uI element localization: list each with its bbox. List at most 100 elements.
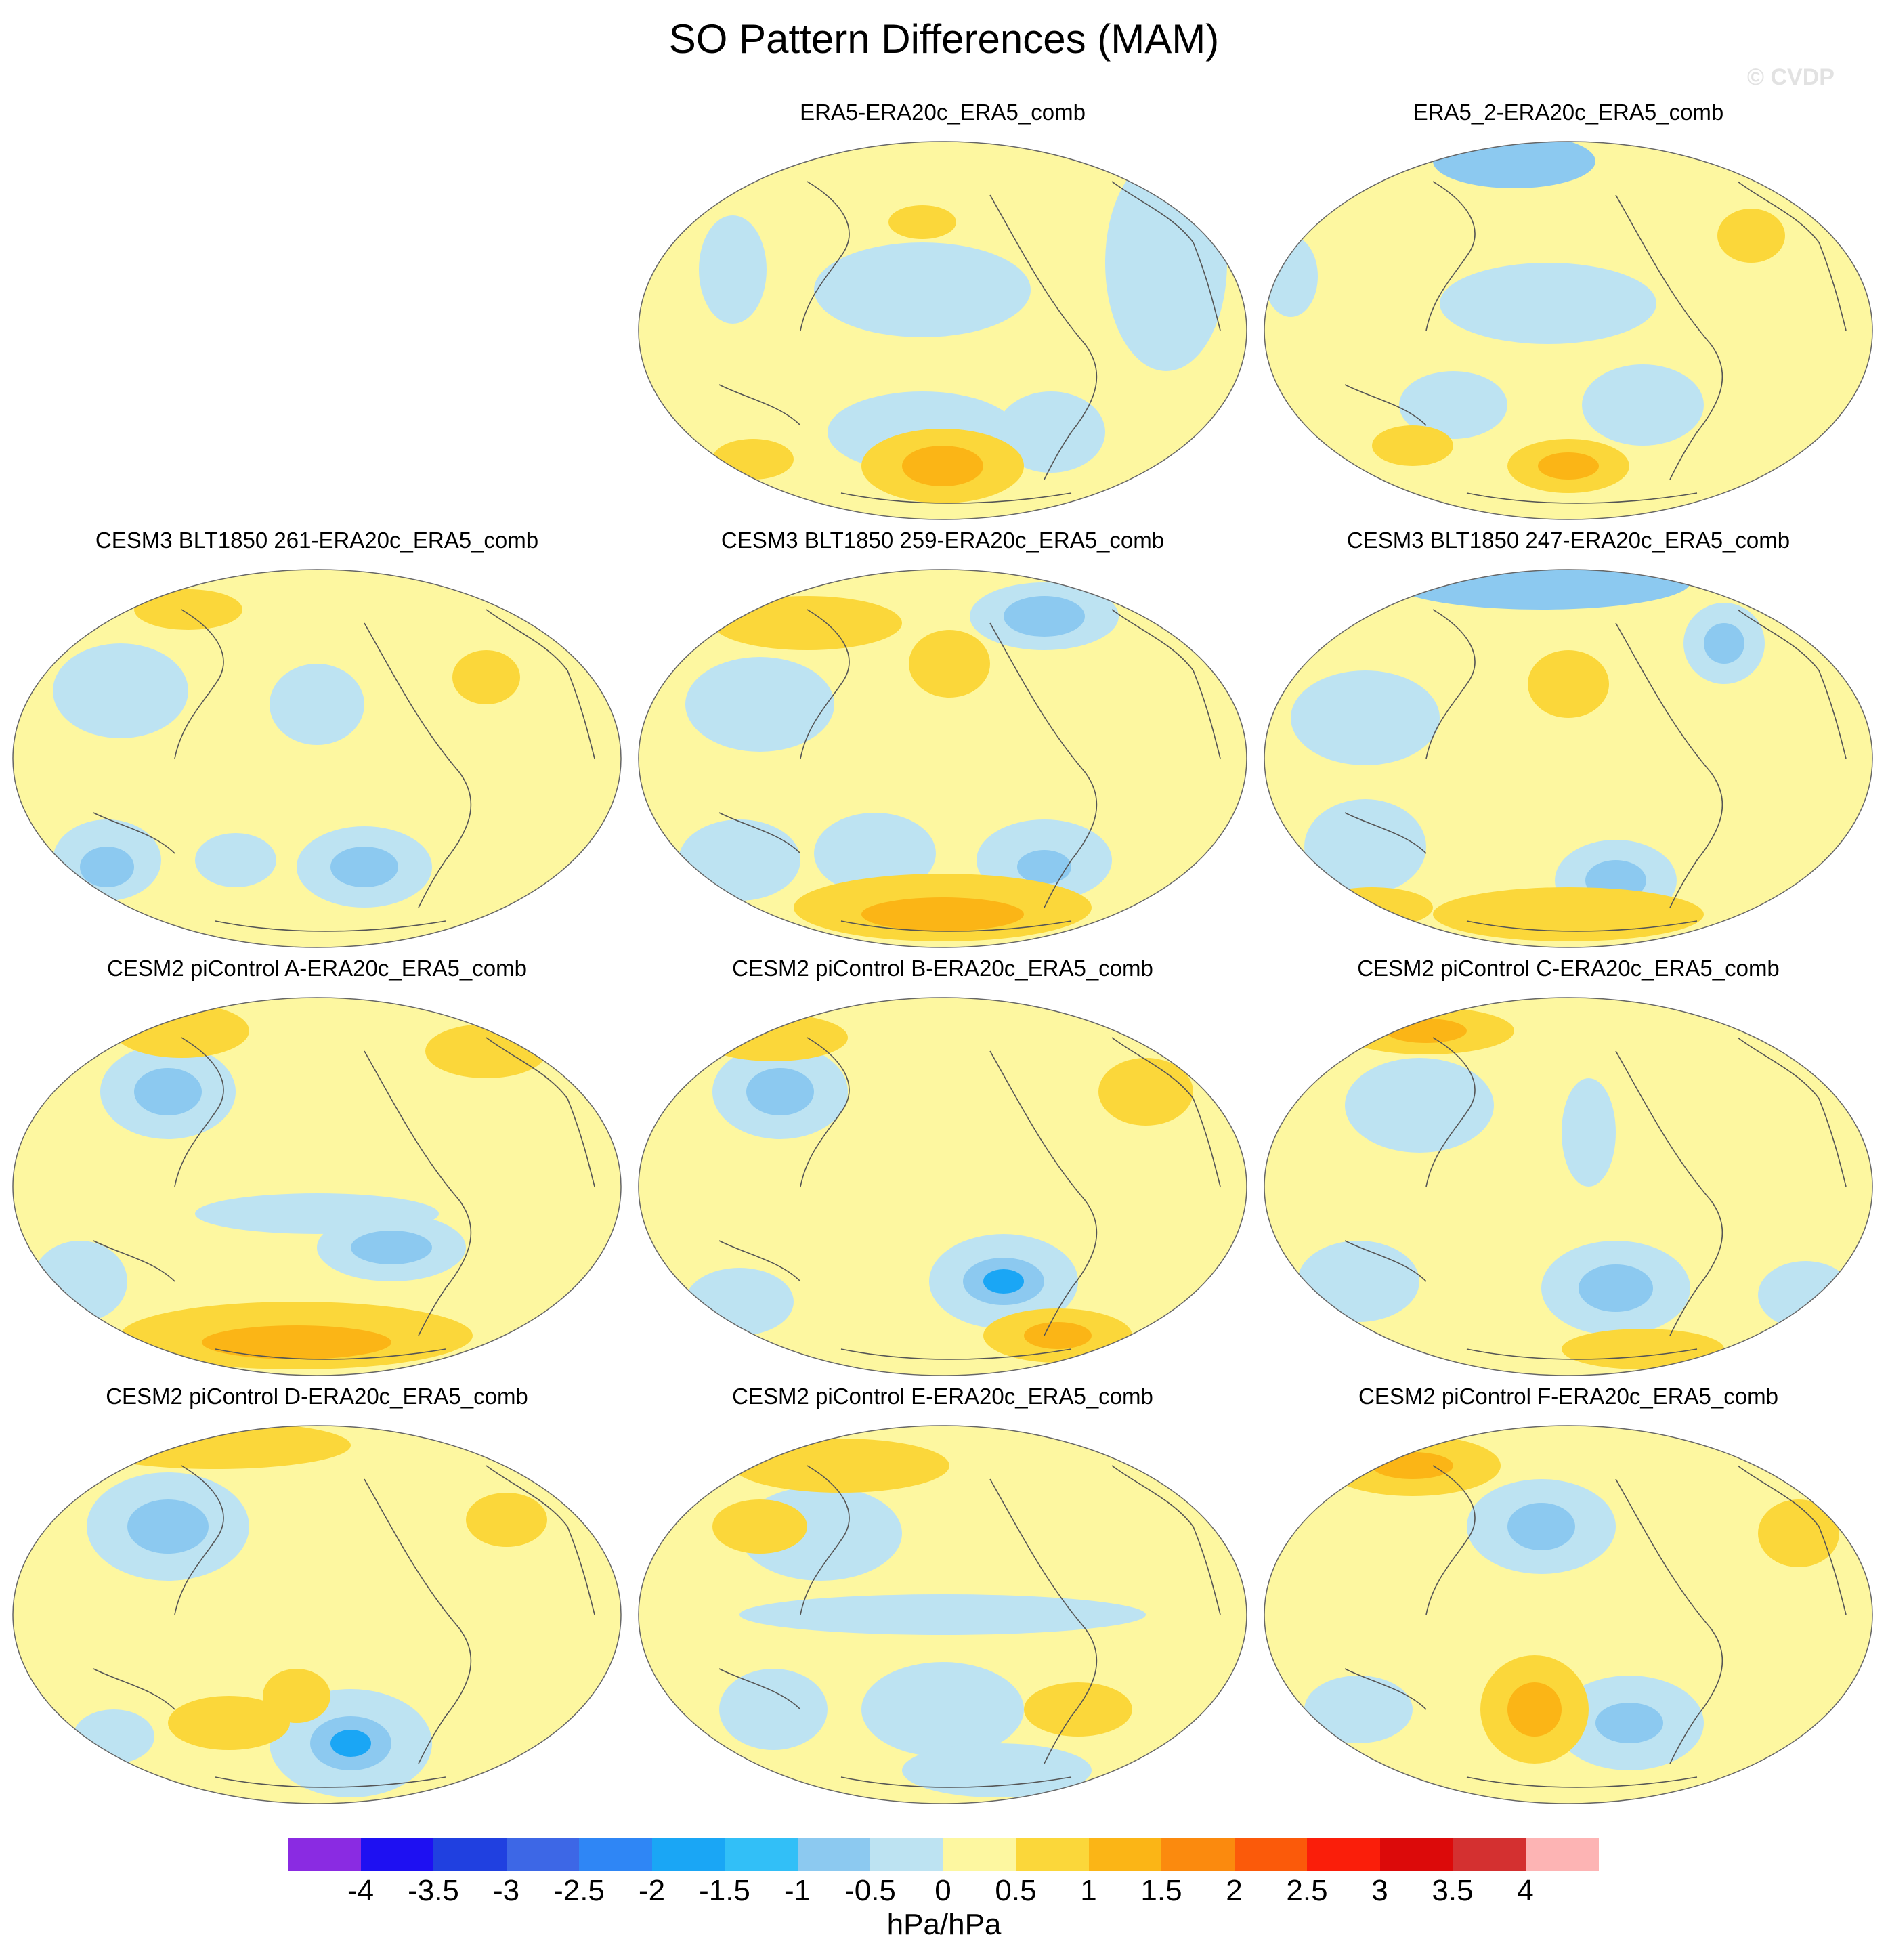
coastline (1111, 1465, 1221, 1615)
panel-title: CESM3 BLT1850 261-ERA20c_ERA5_comb (95, 528, 539, 553)
field-contour (1004, 596, 1085, 637)
coastline (93, 1240, 175, 1282)
map-panel: ERA5-ERA20c_ERA5_comb (638, 98, 1247, 531)
map-globe (1264, 1425, 1873, 1804)
map-outline (1264, 1425, 1873, 1804)
field-contour (127, 1499, 209, 1554)
field-contour (1758, 1261, 1853, 1329)
field-contour (330, 847, 398, 887)
colorbar-swatch (1307, 1838, 1381, 1871)
coastline (174, 1465, 224, 1615)
colorbar-tick-label: 3 (1371, 1874, 1388, 1907)
field-contour (1758, 1499, 1839, 1567)
coastline (800, 1037, 850, 1187)
coastline (364, 1050, 472, 1336)
colorbar-swatch (1453, 1838, 1526, 1871)
colorbar-swatch (1525, 1838, 1599, 1871)
field-contour (134, 589, 242, 630)
map-outline (12, 1425, 622, 1804)
colorbar-tick-label: 3.5 (1432, 1874, 1474, 1907)
coastline (1425, 1037, 1476, 1187)
field-contour (712, 1499, 807, 1554)
coastline (1615, 622, 1723, 908)
field-contour (1392, 570, 1690, 610)
field-contour (1304, 1676, 1413, 1743)
map-outline (1264, 569, 1873, 948)
field-contour (814, 813, 936, 894)
field-contour (33, 1241, 127, 1322)
colorbar-tick-label: -3.5 (408, 1874, 459, 1907)
field-contour (80, 847, 134, 887)
watermark: © CVDP (1747, 64, 1835, 90)
coastline (989, 194, 1098, 480)
colorbar-tick-label: 1.5 (1140, 1874, 1182, 1907)
map-outline (12, 997, 622, 1376)
coastline (989, 1478, 1098, 1764)
map-outline (638, 997, 1247, 1376)
field-contour (1433, 887, 1704, 941)
panel-title: CESM2 piControl B-ERA20c_ERA5_comb (732, 956, 1153, 981)
colorbar-tick-label: 0.5 (995, 1874, 1037, 1907)
field-contour (861, 897, 1024, 931)
coastline (93, 812, 175, 854)
coastline (364, 1478, 472, 1764)
map-panel: CESM3 BLT1850 259-ERA20c_ERA5_comb (638, 526, 1247, 959)
colorbar-swatch (360, 1838, 434, 1871)
colorbar-swatch (725, 1838, 798, 1871)
field-contour (888, 205, 956, 239)
field-contour (1595, 1703, 1663, 1743)
map-outline (638, 569, 1247, 948)
field-contour (1264, 236, 1318, 317)
map-panel: CESM2 piControl A-ERA20c_ERA5_comb (12, 954, 622, 1387)
map-outline (638, 1425, 1247, 1804)
field-contour (1507, 1682, 1562, 1737)
field-contour (1372, 1452, 1453, 1479)
colorbar-tick-label: -1.5 (699, 1874, 750, 1907)
colorbar-swatch (870, 1838, 944, 1871)
field-contour (1304, 799, 1426, 894)
field-contour (1562, 1329, 1724, 1369)
coastline (1466, 1776, 1698, 1788)
map-outline (638, 141, 1247, 520)
coastline (1737, 1037, 1847, 1187)
coastline (840, 492, 1072, 504)
colorbar-swatch (797, 1838, 871, 1871)
coastline (1737, 1465, 1847, 1615)
coastline (1111, 181, 1221, 331)
field-contour (983, 1269, 1024, 1294)
field-contour (1345, 1058, 1494, 1153)
field-contour (746, 1068, 814, 1115)
field-contour (351, 1231, 432, 1264)
panel-title: CESM2 piControl F-ERA20c_ERA5_comb (1358, 1384, 1778, 1409)
field-contour (1399, 371, 1507, 439)
coastline (215, 1776, 446, 1788)
map-outline (1264, 141, 1873, 520)
field-contour (1017, 850, 1071, 884)
coastline (1425, 609, 1476, 759)
field-contour (53, 643, 188, 738)
field-contour (134, 1068, 202, 1115)
coastline (1344, 384, 1427, 426)
map-panel: CESM2 piControl C-ERA20c_ERA5_comb (1264, 954, 1873, 1387)
colorbar-tick-label: -4 (347, 1874, 374, 1907)
field-contour (719, 1669, 828, 1750)
map-panel: CESM3 BLT1850 261-ERA20c_ERA5_comb (12, 526, 622, 959)
coastline (1615, 194, 1723, 480)
coastline (364, 622, 472, 908)
coastline (174, 1037, 224, 1187)
field-contour (1717, 209, 1785, 263)
coastline (1737, 181, 1847, 331)
map-globe (638, 569, 1247, 948)
colorbar-swatch (433, 1838, 507, 1871)
field-contour (902, 446, 983, 486)
map-globe (638, 997, 1247, 1376)
coastline (718, 384, 801, 426)
colorbar-tick-label: -1 (784, 1874, 811, 1907)
colorbar-swatch (943, 1838, 1016, 1871)
page-title: SO Pattern Differences (MAM) (668, 16, 1220, 62)
colorbar-tick-label: -0.5 (844, 1874, 896, 1907)
colorbar-tick-label: 4 (1517, 1874, 1534, 1907)
field-contour (168, 1696, 290, 1750)
coastline (718, 812, 801, 854)
colorbar-swatch (579, 1838, 653, 1871)
